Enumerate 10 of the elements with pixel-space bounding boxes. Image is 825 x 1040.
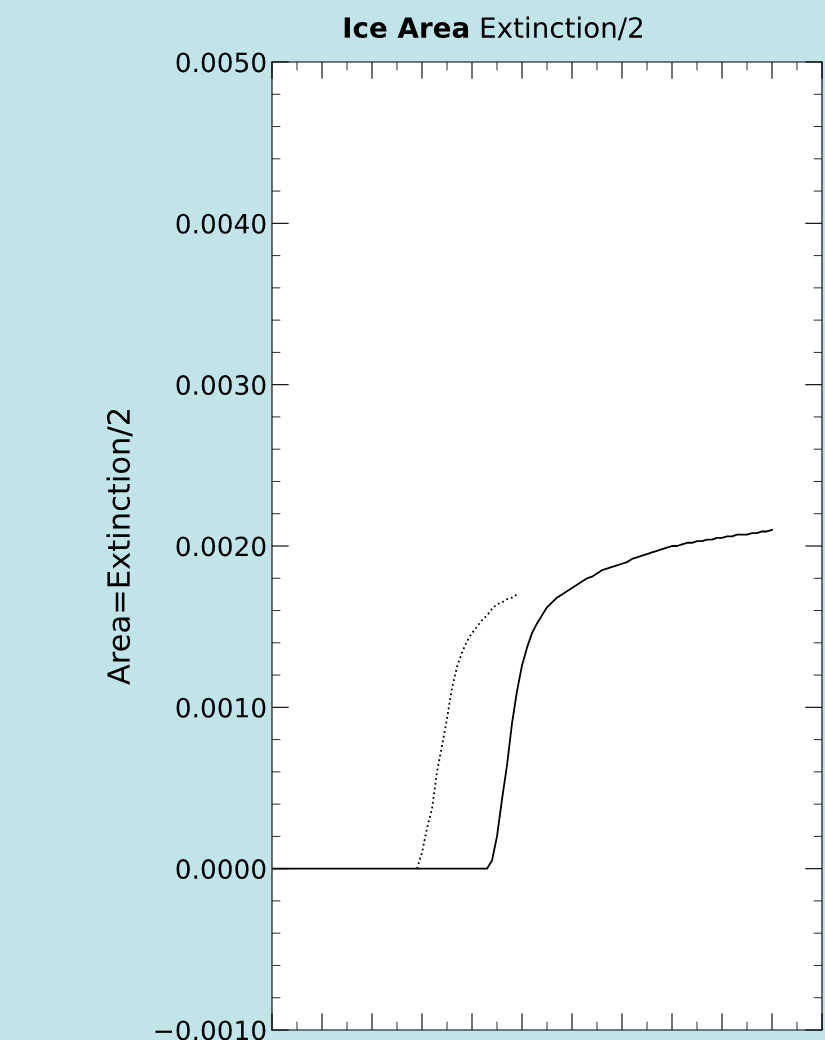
y-tick-label: 0.0000 — [176, 859, 266, 880]
chart-subtitle: Extinction/2 — [481, 16, 643, 41]
y-tick-label: −0.0010 — [155, 1020, 266, 1040]
y-axis-title: Area=Extinction/2 — [106, 409, 133, 685]
y-tick-label: 0.0030 — [176, 375, 266, 396]
y-tick-label: 0.0040 — [176, 213, 266, 234]
y-tick-label: 0.0020 — [176, 536, 266, 557]
chart-title: Ice Area — [344, 17, 469, 39]
y-tick-label: 0.0010 — [176, 697, 266, 718]
y-tick-label: 0.0050 — [176, 52, 266, 73]
